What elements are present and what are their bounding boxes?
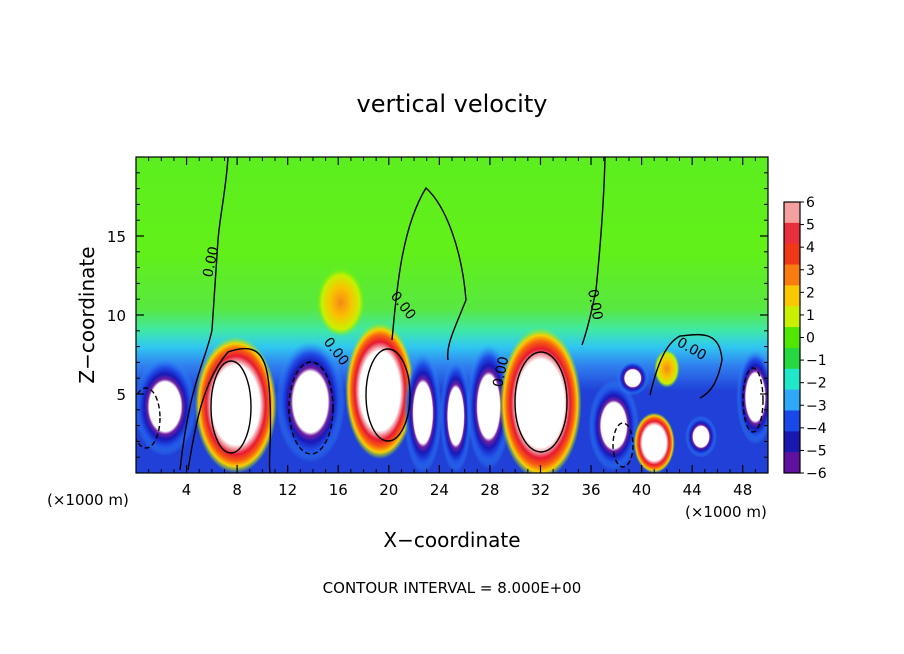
x-unit-left: (×1000 m) [47, 491, 129, 509]
x-axis-ticks: 4 8 12 16 20 24 28 32 36 40 44 48 [148, 157, 756, 499]
colorbar-swatch [784, 431, 800, 453]
x-tick-label: 32 [531, 481, 550, 499]
colorbar: 6 5 4 3 2 1 0 −1 −2 −3 −4 −5 −6 [783, 195, 827, 482]
zero-contour-line [649, 333, 723, 399]
colorbar-label: −3 [806, 398, 827, 414]
velocity-cell-down [466, 344, 511, 470]
cell-contour [742, 367, 764, 433]
colorbar-label: −5 [806, 443, 827, 459]
colorbar-label: 1 [806, 308, 815, 324]
velocity-cell-down [588, 380, 640, 472]
colorbar-swatch [784, 202, 800, 224]
y-tick-label: 15 [107, 228, 126, 246]
colorbar-label: 6 [806, 195, 815, 211]
x-tick-label: 8 [232, 481, 242, 499]
x-tick-label: 20 [379, 481, 398, 499]
colorbar-swatch [784, 368, 800, 391]
velocity-cell-up [633, 412, 675, 473]
contour-label: 0.00 [584, 288, 605, 321]
colorbar-swatch [784, 285, 800, 307]
cell-contour [288, 361, 334, 455]
zero-contour-line [179, 157, 229, 471]
zero-contour-line [187, 347, 272, 473]
contour-interval-footer: CONTOUR INTERVAL = 8.000E+00 [323, 579, 582, 597]
cell-contour [514, 351, 568, 453]
velocity-cell-down [136, 357, 197, 456]
velocity-cell-up [194, 336, 277, 473]
x-axis-label: X−coordinate [383, 528, 520, 552]
chart-title: vertical velocity [357, 90, 548, 118]
zero-contour-line [391, 186, 467, 361]
colorbar-swatch [784, 452, 800, 474]
velocity-cell-down [439, 359, 472, 473]
x-tick-label: 16 [329, 481, 348, 499]
colorbar-label: 4 [806, 240, 815, 256]
x-tick-label: 40 [632, 481, 651, 499]
colorbar-label: −6 [806, 466, 827, 482]
colorbar-swatch [784, 410, 800, 432]
colorbar-label: −4 [806, 421, 827, 437]
velocity-cell-down [616, 361, 649, 396]
colorbar-swatch [784, 306, 800, 328]
colorbar-label: 5 [806, 218, 815, 234]
zero-contours [136, 157, 764, 473]
colorbar-label: −2 [806, 376, 827, 392]
colorbar-swatch [784, 347, 800, 370]
colorbar-label: 2 [806, 285, 815, 301]
x-tick-label: 12 [278, 481, 297, 499]
velocity-cell-up [345, 322, 415, 460]
colorbar-swatch [784, 389, 800, 411]
contour-label: 0.00 [200, 245, 222, 279]
contour-label: 0.00 [490, 355, 512, 389]
velocity-cell-down [685, 415, 717, 458]
y-tick-label: 5 [116, 386, 126, 404]
cell-contour [136, 387, 161, 449]
x-tick-label: 24 [430, 481, 449, 499]
cell-contour [365, 348, 411, 442]
cell-contour [612, 422, 634, 468]
velocity-cell-down [403, 352, 442, 473]
colorbar-swatch [784, 222, 800, 245]
velocity-cell-down [275, 341, 346, 463]
y-axis-ticks: 5 10 15 [107, 172, 768, 458]
y-tick-label: 10 [107, 307, 126, 325]
colorbar-swatch [784, 264, 800, 286]
x-tick-label: 4 [182, 481, 192, 499]
plot-area: 0.00 0.00 0.00 0.00 0.00 0.00 [136, 157, 768, 473]
colorbar-label: −1 [806, 353, 827, 369]
x-tick-label: 44 [683, 481, 702, 499]
colorbar-label: 3 [806, 263, 815, 279]
zero-contour-line [581, 157, 606, 346]
colorbar-swatch [784, 243, 800, 266]
y-axis-label: Z−coordinate [75, 246, 99, 383]
x-tick-label: 48 [733, 481, 752, 499]
x-tick-label: 28 [480, 481, 499, 499]
x-unit-right: (×1000 m) [685, 503, 767, 521]
x-tick-label: 36 [581, 481, 600, 499]
colorbar-label: 0 [806, 331, 815, 347]
velocity-cell-up [499, 327, 582, 473]
cell-contour [210, 360, 252, 454]
velocity-cell-up [317, 268, 365, 337]
colorbar-swatch [784, 327, 800, 349]
